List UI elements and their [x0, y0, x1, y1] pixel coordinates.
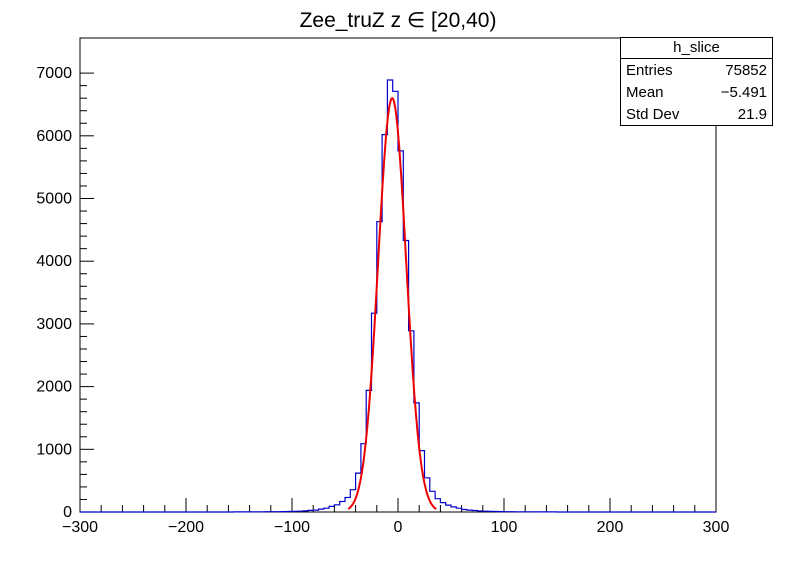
- x-tick-label: −300: [62, 519, 98, 536]
- stats-label-stddev: Std Dev: [626, 106, 680, 123]
- y-tick-label: 4000: [36, 253, 72, 270]
- stats-value-mean: −5.491: [720, 84, 767, 101]
- y-tick-label: 3000: [36, 316, 72, 333]
- x-tick-label: 0: [394, 519, 403, 536]
- x-tick-label: 200: [597, 519, 624, 536]
- fit-curve: [347, 97, 437, 510]
- plot-title: Zee_truZ z ∈ [20,40): [299, 9, 497, 32]
- stats-box-title: h_slice: [621, 38, 772, 59]
- x-tick-label: −200: [168, 519, 204, 536]
- stats-box: h_slice Entries 75852 Mean −5.491 Std De…: [620, 37, 773, 126]
- stats-label-entries: Entries: [626, 62, 673, 79]
- y-tick-label: 7000: [36, 65, 72, 82]
- stats-value-entries: 75852: [725, 62, 767, 79]
- stats-row-stddev: Std Dev 21.9: [621, 103, 772, 125]
- stats-row-entries: Entries 75852: [621, 59, 772, 81]
- stats-label-mean: Mean: [626, 84, 664, 101]
- x-tick-label: −100: [274, 519, 310, 536]
- x-tick-label: 100: [491, 519, 518, 536]
- histogram-line: [80, 79, 716, 513]
- stats-value-stddev: 21.9: [737, 106, 767, 123]
- y-tick-label: 2000: [36, 379, 72, 396]
- y-tick-label: 1000: [36, 441, 72, 458]
- y-tick-label: 0: [63, 504, 72, 521]
- stats-row-mean: Mean −5.491: [621, 81, 772, 103]
- y-tick-label: 5000: [36, 191, 72, 208]
- x-tick-label: 300: [703, 519, 730, 536]
- y-tick-label: 6000: [36, 128, 72, 145]
